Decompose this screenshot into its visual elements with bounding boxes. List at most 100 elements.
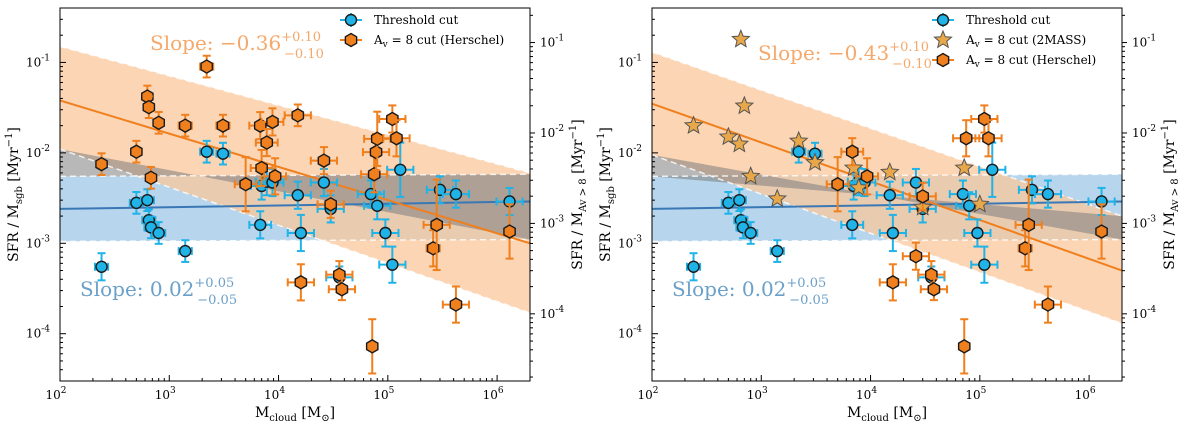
circle-marker: [771, 244, 784, 258]
data-point: [422, 178, 451, 272]
hexagon-marker: [294, 275, 308, 290]
hexagon-marker: [291, 108, 305, 123]
circle-marker: [733, 193, 746, 207]
hexagon-marker: [200, 59, 214, 74]
data-point: [840, 137, 865, 167]
data-point: [954, 157, 975, 177]
star-marker: [843, 157, 864, 177]
data-point: [720, 191, 736, 215]
hexagon-marker: [957, 339, 971, 354]
axes-frame: [651, 7, 1123, 382]
data-point: [731, 188, 747, 212]
data-point: [919, 277, 949, 302]
circle-marker: [978, 258, 991, 271]
data-point: [233, 156, 258, 213]
right-y-tick-label: 10-3: [1132, 214, 1156, 230]
hexagon-marker: [216, 118, 230, 133]
data-point: [769, 239, 785, 263]
data-point: [901, 241, 931, 271]
data-point: [177, 239, 193, 263]
star-marker: [805, 152, 825, 171]
right-panel: 102 103 104 105 106 10-4 10-3 10-2 10-1 10-4 10-3 1…: [596, 7, 1181, 424]
data-point: [791, 139, 807, 164]
star-marker: [848, 177, 869, 197]
data-point: [855, 157, 880, 196]
hexagon-marker: [1022, 217, 1036, 233]
legend-item: Threshold cut: [932, 13, 1050, 27]
right-y-tick-label: 10-4: [540, 305, 564, 321]
data-point: [683, 115, 704, 135]
circle-marker: [379, 226, 392, 240]
data-point: [970, 193, 990, 213]
legend-label: Threshold cut: [374, 13, 458, 27]
data-point: [263, 157, 288, 196]
data-point: [1033, 285, 1063, 324]
circle-marker: [254, 218, 267, 232]
star-series: [683, 29, 990, 216]
orange-band-edge: [60, 148, 530, 314]
circle-marker: [687, 260, 700, 273]
circle-marker: [371, 199, 384, 212]
data-point: [878, 213, 907, 253]
legend-circle-marker: [936, 13, 950, 27]
hexagon-marker: [370, 131, 384, 147]
legend-item: Av = 8 cut (Herschel): [340, 32, 504, 50]
hexagon-marker: [978, 111, 991, 127]
data-point: [825, 156, 850, 213]
x-tick-label: 102: [637, 386, 658, 402]
hexagon-marker: [369, 144, 383, 160]
circle-marker: [141, 193, 154, 207]
data-point: [286, 263, 315, 302]
star-marker: [970, 193, 990, 213]
axes-frame: [59, 7, 531, 382]
data-point: [1033, 179, 1063, 209]
hexagon-marker: [1041, 297, 1055, 312]
hexagon-series: [825, 104, 1108, 375]
slope-annotation: Slope: 0.02+0.05 −0.05: [80, 276, 237, 308]
star-marker: [767, 188, 788, 208]
circle-marker: [386, 258, 399, 271]
circle-marker: [291, 189, 304, 202]
hexagon-marker: [365, 339, 379, 354]
orange-band-edge: [652, 154, 1122, 325]
data-point: [731, 29, 751, 48]
circle-marker: [792, 145, 805, 158]
slope-annotation: Slope: −0.43+0.10 −0.10: [758, 40, 932, 72]
star-marker: [740, 166, 761, 185]
circle-marker: [1041, 187, 1055, 201]
data-point: [840, 210, 865, 240]
data-point: [309, 146, 339, 176]
data-point: [879, 161, 900, 181]
data-point: [130, 139, 143, 164]
slope-annotation: Slope: −0.36+0.10 −0.10: [150, 30, 324, 62]
data-point: [142, 95, 156, 120]
legend-label: Av = 8 cut (Herschel): [373, 33, 504, 50]
hexagon-marker: [144, 170, 158, 186]
y-tick-label: 10-3: [618, 234, 642, 250]
legend-item: Av = 8 cut (Herschel): [932, 52, 1096, 70]
data-point: [199, 54, 215, 79]
data-point: [378, 245, 407, 284]
plot-area: [652, 29, 1122, 375]
hexagon-marker: [130, 144, 143, 160]
hexagon-marker: [1095, 224, 1108, 239]
hexagon-marker: [260, 135, 274, 150]
data-point: [215, 141, 231, 166]
data-point: [788, 130, 809, 150]
hexagon-marker: [178, 118, 192, 133]
data-point: [963, 218, 992, 248]
hexagon-marker: [266, 114, 279, 130]
hexagon-marker: [268, 169, 282, 184]
data-point: [743, 221, 759, 245]
x-tick-label: 103: [155, 386, 176, 402]
data-point: [957, 318, 971, 375]
data-point: [139, 188, 155, 212]
data-point: [378, 104, 407, 134]
star-marker: [683, 115, 704, 135]
legend: Threshold cut Av = 8 cut (2MASS) Av = 8 cu…: [932, 13, 1096, 70]
orange-fit-line: [60, 99, 530, 245]
legend-circle-marker: [344, 13, 358, 27]
circle-marker: [971, 226, 984, 240]
hexagon-marker: [255, 160, 268, 176]
legend-label: Av = 8 cut (2MASS): [965, 33, 1086, 50]
